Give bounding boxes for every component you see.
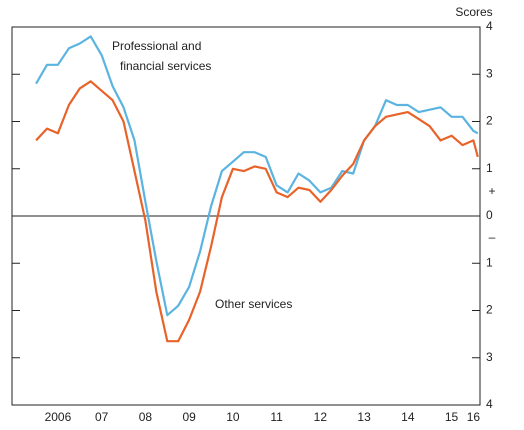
x-tick-label: 08 bbox=[139, 410, 153, 424]
x-tick-label: 15 bbox=[445, 410, 459, 424]
y-tick-label: 0 bbox=[486, 208, 493, 222]
x-tick-label: 10 bbox=[226, 410, 240, 424]
x-tick-label: 12 bbox=[314, 410, 328, 424]
y-tick-label: 2 bbox=[486, 303, 493, 317]
x-tick-label: 13 bbox=[357, 410, 371, 424]
y-tick-label: 1 bbox=[486, 161, 493, 175]
y-tick-label: 3 bbox=[486, 350, 493, 364]
x-tick-label: 16 bbox=[467, 410, 481, 424]
y-axis-label: Scores bbox=[455, 5, 492, 19]
series-line bbox=[35, 35, 479, 317]
annotation: Other services bbox=[215, 297, 292, 311]
y-tick-label: 1 bbox=[486, 255, 493, 269]
annotation: financial services bbox=[120, 59, 211, 73]
x-tick-label: 09 bbox=[182, 410, 196, 424]
x-tick-label: 14 bbox=[401, 410, 415, 424]
y-tick-label: 4 bbox=[486, 397, 493, 411]
y-tick-label: 4 bbox=[486, 19, 493, 33]
x-tick-label: 2006 bbox=[45, 410, 72, 424]
sign-label: – bbox=[489, 230, 496, 244]
x-tick-label: 11 bbox=[270, 410, 283, 424]
y-tick-label: 2 bbox=[486, 114, 493, 128]
x-tick-label: 07 bbox=[95, 410, 109, 424]
annotation: Professional and bbox=[112, 39, 201, 53]
series-line bbox=[35, 80, 479, 343]
y-tick-label: 3 bbox=[486, 66, 493, 80]
sign-label: + bbox=[488, 184, 495, 198]
